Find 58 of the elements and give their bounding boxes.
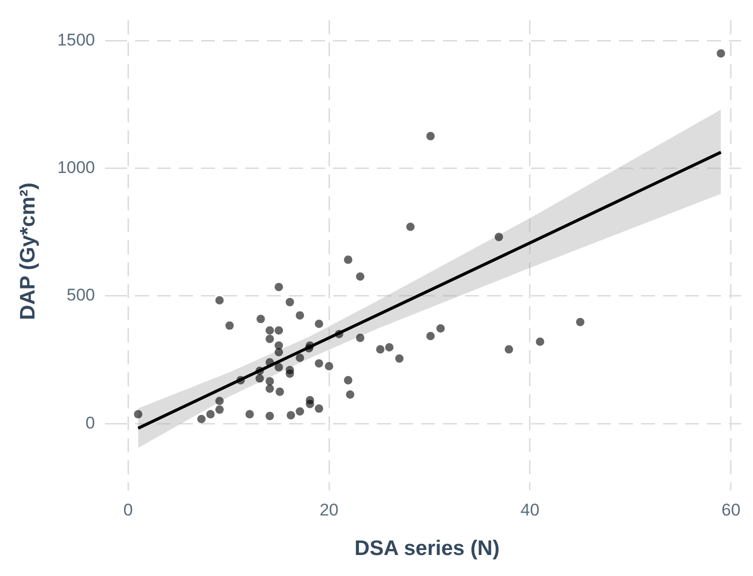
point	[314, 404, 324, 413]
point	[536, 337, 544, 346]
point	[274, 326, 284, 335]
point	[376, 345, 384, 354]
point	[296, 354, 304, 362]
point	[346, 390, 354, 399]
point	[324, 362, 334, 370]
point	[344, 256, 352, 264]
point	[504, 345, 514, 354]
point	[286, 298, 294, 306]
point	[494, 232, 504, 242]
point	[385, 343, 394, 352]
y-tick-label: 1000	[57, 158, 96, 177]
point	[286, 411, 296, 420]
point	[306, 400, 314, 408]
point	[296, 407, 304, 416]
point	[406, 222, 415, 231]
x-tick-label: 40	[520, 500, 540, 520]
point	[274, 348, 284, 356]
point	[215, 396, 224, 406]
point	[395, 354, 404, 363]
point	[356, 334, 364, 342]
point	[576, 318, 584, 326]
point	[256, 314, 265, 324]
point	[266, 326, 274, 335]
point	[296, 311, 304, 320]
point	[286, 369, 294, 378]
point	[314, 359, 324, 368]
y-tick-label: 0	[86, 413, 96, 432]
y-axis-title: DAP (Gy*cm²)	[16, 182, 40, 320]
point	[344, 376, 352, 384]
point	[225, 321, 234, 330]
point	[716, 49, 726, 58]
point	[314, 320, 324, 328]
point	[426, 132, 435, 140]
point	[206, 410, 215, 418]
point	[274, 363, 284, 372]
point	[266, 377, 274, 386]
point	[215, 405, 224, 414]
point	[426, 332, 435, 340]
point	[197, 414, 206, 424]
y-tick-label: 500	[66, 286, 96, 305]
point	[266, 412, 274, 420]
point	[266, 334, 274, 344]
point	[256, 374, 264, 383]
x-tick-label: 0	[123, 500, 133, 520]
point	[436, 324, 445, 333]
y-tick-label: 1500	[57, 30, 96, 50]
point	[266, 384, 274, 393]
point	[215, 296, 224, 305]
x-axis-title: DSA series (N)	[354, 537, 500, 560]
point	[276, 388, 284, 396]
point	[356, 272, 364, 281]
point	[274, 282, 284, 292]
x-tick-label: 20	[320, 500, 339, 520]
point	[134, 410, 142, 418]
x-tick-label: 60	[721, 500, 740, 520]
point	[245, 410, 254, 418]
